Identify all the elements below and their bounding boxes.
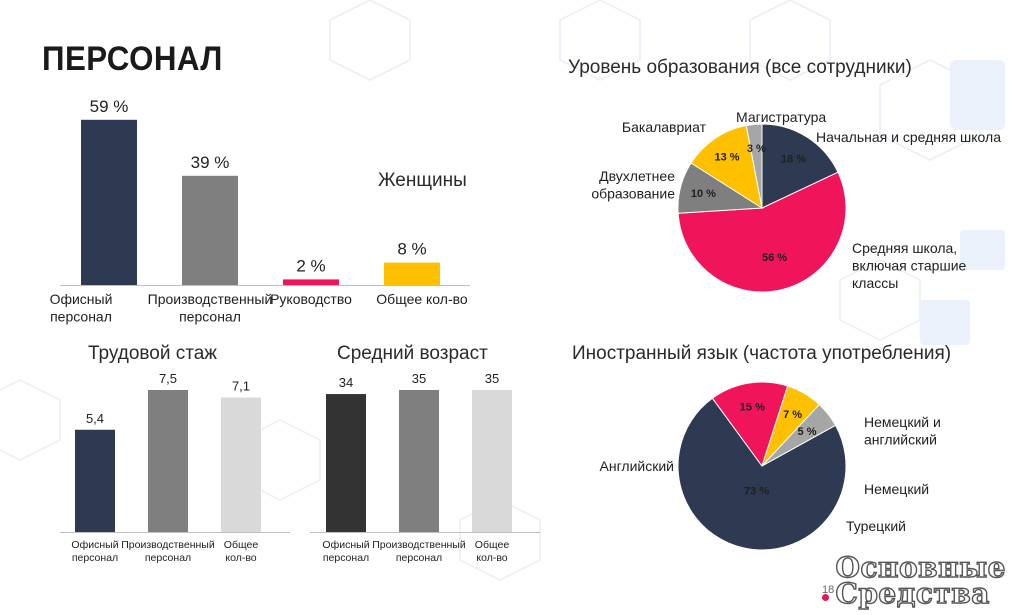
education-category-label: Начальная и средняя школа: [816, 129, 1001, 145]
education-slice: [761, 123, 839, 209]
personnel-chart: 59 % Офисный персонал 39 % Производственный п…: [50, 97, 470, 325]
age-category-label: Офисный персонал: [322, 539, 369, 564]
education-value-label: 13 %: [715, 152, 740, 164]
experience-category-label: Офисный персонал: [71, 539, 118, 564]
personnel-category-label: Общее кол-во: [376, 291, 468, 307]
personnel-category-label: Производственный персонал: [148, 291, 273, 325]
personnel-value-label: 8 %: [397, 240, 426, 259]
logo-line-2: Средства: [835, 577, 990, 610]
education-category-label: Двухлетнее образование: [591, 168, 675, 202]
personnel-bar: [283, 279, 339, 285]
education-slice: [677, 171, 847, 293]
age-chart-title: Средний возраст: [337, 343, 488, 364]
age-bar: [472, 390, 512, 532]
age-value-label: 34: [339, 375, 353, 390]
personnel-value-label: 39 %: [191, 153, 230, 172]
education-category-label: Средняя школа, включая старшие классы: [852, 240, 967, 291]
language-slice: [711, 381, 789, 468]
personnel-bar: [384, 262, 440, 285]
personnel-bar: [81, 119, 137, 285]
education-chart-title: Уровень образования (все сотрудники): [568, 57, 912, 78]
language-category-label: Немецкий: [864, 481, 929, 497]
personnel-category-label: Руководство: [270, 291, 352, 307]
education-slice: [690, 124, 763, 210]
personnel-value-label: 59 %: [90, 97, 129, 116]
age-bar: [399, 390, 439, 532]
age-category-label: Производственный персонал: [372, 539, 466, 564]
personnel-bar: [182, 175, 238, 285]
experience-bar: [75, 429, 115, 532]
experience-value-label: 5,4: [86, 411, 104, 426]
language-value-label: 5 %: [798, 426, 817, 438]
education-value-label: 18 %: [781, 153, 806, 165]
education-value-label: 56 %: [762, 252, 787, 264]
page-title: ПЕРСОНАЛ: [42, 40, 223, 78]
page-number: 18: [822, 584, 835, 596]
age-category-label: Общее кол-во: [475, 539, 510, 564]
personnel-value-label: 2 %: [296, 256, 325, 275]
language-category-label: Английский: [600, 458, 674, 474]
experience-category-label: Производственный персонал: [121, 539, 215, 564]
age-chart: 34 Офисный персонал 35 Производственный персо…: [310, 371, 540, 564]
language-slice: [761, 403, 837, 467]
education-chart: 18 % 56 % 10 % 13 % 3 % Начальная и средняя ш…: [591, 109, 1001, 293]
logo-line-1: Основные: [835, 551, 1006, 584]
language-value-label: 7 %: [783, 409, 802, 421]
language-value-label: 73 %: [744, 486, 769, 498]
education-value-label: 3 %: [747, 143, 766, 155]
women-annotation: Женщины: [378, 170, 467, 191]
logo-dot-icon: [821, 594, 829, 601]
language-slice: [677, 397, 847, 551]
brand-logo: Основные Средства: [821, 551, 1006, 610]
age-value-label: 35: [412, 371, 426, 386]
experience-value-label: 7,1: [232, 379, 250, 394]
experience-chart: 5,4 Офисный персонал 7,5 Производственный пер…: [60, 371, 290, 564]
age-bar: [326, 394, 366, 532]
language-category-label: Немецкий и английский: [864, 414, 941, 448]
education-value-label: 10 %: [691, 188, 716, 200]
experience-bar: [148, 390, 188, 532]
experience-value-label: 7,5: [159, 371, 177, 386]
education-category-label: Магистратура: [736, 109, 826, 125]
age-value-label: 35: [485, 371, 499, 386]
education-slice: [745, 123, 763, 209]
language-chart: 73 % 15 % 7 % 5 % Английский Немецкий и англий…: [600, 381, 941, 551]
personnel-category-label: Офисный персонал: [50, 291, 113, 325]
experience-bar: [221, 397, 261, 532]
language-chart-title: Иностранный язык (частота употребления): [572, 343, 952, 364]
experience-category-label: Общее кол-во: [224, 539, 259, 564]
education-category-label: Бакалавриат: [622, 119, 707, 135]
experience-chart-title: Трудовой стаж: [88, 343, 218, 364]
language-category-label: Турецкий: [846, 518, 906, 534]
language-value-label: 15 %: [740, 401, 765, 413]
